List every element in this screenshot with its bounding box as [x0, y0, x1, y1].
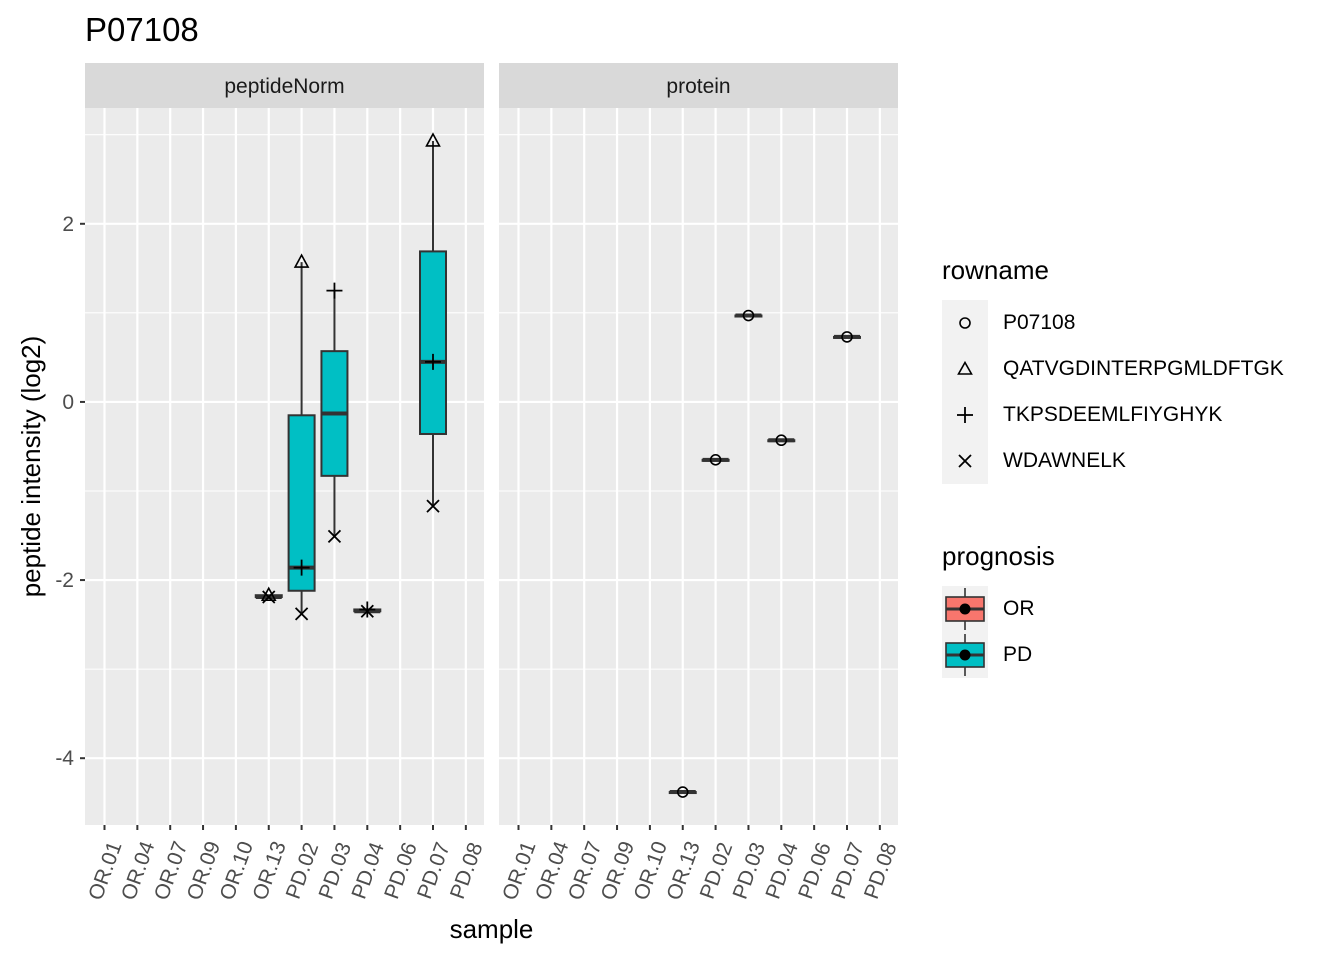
circle-icon: [942, 300, 988, 346]
y-axis-title: peptide intensity (log2): [16, 336, 46, 598]
legend-label: QATVGDINTERPGMLDFTGK: [1003, 357, 1284, 380]
point-triangle: [293, 253, 310, 268]
legend-item-wdawnelk: WDAWNELK: [942, 438, 1342, 484]
y-tick-label: 2: [62, 213, 74, 236]
point-cross: [426, 499, 440, 513]
cross-icon: [942, 438, 988, 484]
legend-label: TKPSDEEMLFIYGHYK: [1003, 403, 1223, 426]
chart-title: P07108: [85, 11, 199, 48]
point-plus: [359, 601, 376, 618]
y-tick-label: -4: [55, 747, 74, 770]
boxplot-key-icon: [942, 632, 988, 678]
legend-label: PD: [1003, 643, 1033, 666]
panel-background: [85, 108, 484, 825]
triangle-icon: [942, 346, 988, 392]
point-cross: [294, 607, 309, 621]
facet-strip-label: protein: [666, 75, 730, 98]
x-axis-title: sample: [450, 914, 534, 944]
legend-label: P07108: [1003, 311, 1076, 334]
point-circle: [676, 786, 689, 798]
point-circle: [841, 331, 853, 343]
point-cross: [262, 590, 276, 604]
point-circle: [709, 454, 722, 466]
legend-rowname-title: rowname: [942, 255, 1049, 285]
point-cross: [360, 604, 374, 618]
y-tick-label: 0: [62, 391, 74, 414]
point-plus: [293, 559, 310, 576]
plus-icon: [942, 392, 988, 438]
box-body: [419, 250, 447, 435]
legend-item-qatvgdinterpgmldftgk: QATVGDINTERPGMLDFTGK: [942, 346, 1342, 392]
legend-label: OR: [1003, 597, 1035, 620]
facet-strip-label: peptideNorm: [224, 75, 344, 98]
legend-item-tkpsdeemlfiyghyk: TKPSDEEMLFIYGHYK: [942, 392, 1342, 438]
y-tick-label: -2: [55, 569, 74, 592]
legend-item-or: OR: [942, 586, 1342, 632]
point-circle: [742, 309, 755, 322]
point-triangle: [425, 132, 441, 147]
panel-background: [499, 108, 898, 825]
legend-item-p07108: P07108: [942, 300, 1342, 346]
legend-prognosis-title: prognosis: [942, 541, 1055, 571]
point-plus: [326, 282, 343, 299]
point-cross: [327, 529, 342, 544]
legend-item-pd: PD: [942, 632, 1342, 678]
facet-strip: [85, 63, 484, 108]
legend-label: WDAWNELK: [1003, 449, 1126, 472]
boxplot-key-icon: [942, 586, 988, 632]
point-plus: [425, 353, 441, 370]
point-circle: [775, 434, 788, 447]
facet-strip: [499, 63, 898, 108]
